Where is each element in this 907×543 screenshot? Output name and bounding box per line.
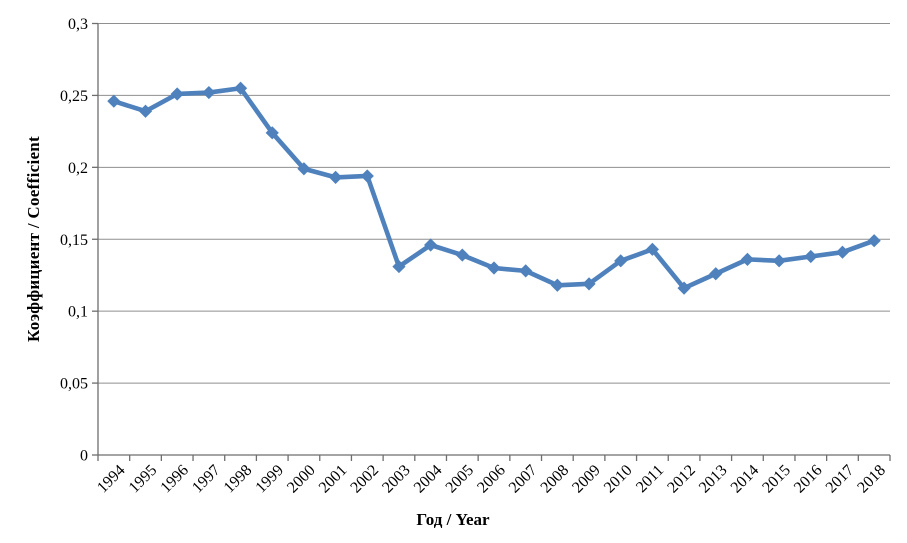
y-tick-label: 0: [80, 448, 88, 465]
x-tick-label: 2007: [506, 462, 541, 497]
data-point-marker: [835, 245, 850, 259]
y-gridlines: [98, 23, 890, 384]
data-point-marker: [709, 267, 723, 281]
y-tick-label: 0,25: [60, 88, 88, 105]
data-point-marker: [138, 104, 153, 118]
y-ticks: 0 0,05 0,1 0,15 0,2 0,25 0,3: [60, 16, 98, 465]
data-point-marker: [645, 242, 659, 256]
x-tick-label: 2005: [443, 462, 478, 497]
data-point-marker: [614, 254, 628, 268]
data-point-marker: [487, 261, 501, 275]
data-series: [107, 81, 881, 295]
x-tick-label: 2016: [791, 462, 826, 497]
data-point-marker: [329, 170, 343, 185]
x-tick-label: 2010: [601, 462, 636, 497]
x-tick-label: 1997: [189, 462, 224, 497]
data-point-marker: [550, 278, 564, 292]
data-point-marker: [740, 252, 755, 266]
x-tick-label: 2009: [569, 462, 604, 497]
x-tick-label: 2001: [316, 462, 351, 497]
x-tick-label: 2008: [538, 462, 573, 497]
x-tick-label: 1995: [126, 462, 161, 497]
data-point-marker: [170, 87, 184, 101]
data-point-marker: [582, 277, 596, 291]
y-tick-label: 0,2: [68, 160, 88, 177]
x-tick-label: 2013: [696, 462, 731, 497]
x-tick-label: 2017: [823, 462, 858, 497]
data-point-marker: [107, 94, 121, 108]
data-point-marker: [455, 248, 469, 262]
x-tick-label: 1999: [252, 462, 287, 497]
data-point-marker: [202, 85, 216, 100]
x-tick-label: 2002: [347, 462, 382, 497]
data-point-marker: [804, 249, 818, 264]
data-point-marker: [233, 81, 248, 95]
x-tick-label: 2011: [633, 462, 667, 496]
x-tick-label: 1998: [221, 462, 256, 497]
y-tick-label: 0,15: [60, 232, 88, 249]
data-point-marker: [297, 162, 311, 176]
y-axis-title: Коэффициент / Coefficient: [24, 135, 43, 343]
x-tick-label: 2014: [728, 462, 763, 497]
data-point-marker: [677, 281, 691, 295]
x-tick-label: 2004: [411, 462, 446, 497]
x-ticks: 1994199519961997199819992000200120022003…: [94, 455, 891, 497]
data-point-marker: [360, 169, 374, 183]
data-point-marker: [424, 238, 438, 252]
y-tick-label: 0,1: [68, 304, 88, 321]
x-tick-label: 2006: [474, 462, 509, 497]
x-tick-label: 2003: [379, 462, 414, 497]
x-tick-label: 1996: [157, 462, 192, 497]
x-axis-title: Год / Year: [416, 510, 490, 529]
data-point-marker: [772, 254, 786, 268]
data-point-marker: [519, 264, 533, 278]
x-tick-label: 2012: [664, 462, 699, 497]
y-tick-label: 0,3: [68, 16, 88, 33]
data-point-marker: [265, 126, 279, 140]
y-tick-label: 0,05: [60, 376, 88, 393]
series-line: [111, 85, 877, 291]
data-point-marker: [867, 234, 881, 248]
data-point-marker: [392, 259, 406, 274]
x-tick-label: 2018: [854, 462, 889, 497]
x-tick-label: 1994: [94, 462, 129, 497]
x-tick-label: 2015: [759, 462, 794, 497]
x-tick-label: 2000: [284, 462, 319, 497]
